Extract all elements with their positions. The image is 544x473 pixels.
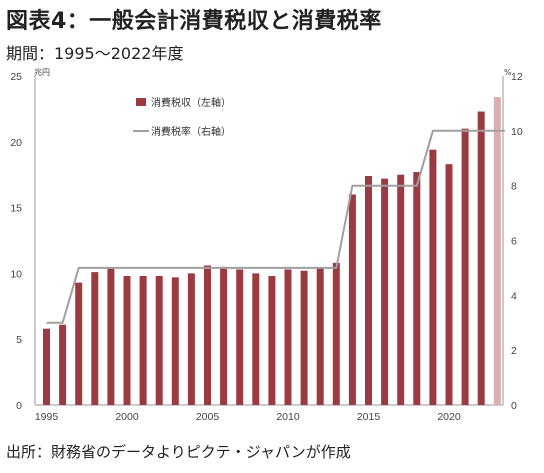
right-axis-tick-10: 10 (511, 126, 523, 138)
bar-2000 (123, 276, 131, 405)
right-axis-tick-12: 12 (511, 71, 523, 83)
bar-2021 (461, 128, 469, 405)
bar-2010 (284, 269, 292, 405)
left-axis-tick-15: 15 (10, 203, 22, 215)
right-axis-unit: % (504, 68, 512, 77)
right-axis-tick-6: 6 (511, 236, 517, 248)
bar-2022 (477, 111, 485, 406)
bar-2005 (204, 265, 211, 405)
x-axis-tick-1995: 1995 (35, 411, 59, 423)
chart-source: 出所：財務省のデータよりピクテ・ジャパンが作成 (6, 443, 351, 461)
bar-2009 (268, 276, 276, 405)
bar-2017 (397, 174, 405, 405)
bar-2002 (155, 276, 163, 405)
bar-2014 (348, 194, 356, 405)
bar-1997 (75, 282, 83, 405)
legend-swatch-revenue (136, 98, 146, 106)
bar-2006 (220, 266, 228, 405)
chart-title: 図表4：一般会計消費税収と消費税率 (6, 9, 382, 34)
tax-rate-line (46, 129, 505, 324)
bar-1995 (43, 328, 50, 405)
right-axis-tick-0: 0 (511, 400, 517, 412)
bar-2019 (429, 149, 437, 405)
bar-1998 (91, 272, 99, 405)
bar-2004 (187, 273, 195, 405)
left-axis-tick-25: 25 (10, 71, 22, 83)
x-axis-tick-2010: 2010 (276, 411, 300, 423)
left-axis-tick-0: 0 (16, 400, 22, 412)
right-axis-tick-2: 2 (511, 345, 517, 357)
bar-2023 (493, 97, 501, 405)
left-axis-tick-20: 20 (10, 137, 22, 149)
bar-2001 (139, 276, 147, 405)
left-axis-unit: 兆円 (34, 67, 50, 77)
bar-1996 (59, 324, 67, 405)
left-axis-tick-10: 10 (10, 268, 22, 280)
x-axis-tick-2015: 2015 (357, 411, 381, 423)
chart-legend: 消費税収（左軸） 消費税率（右軸） (133, 96, 231, 138)
bar-2020 (445, 164, 453, 405)
bar-2013 (332, 262, 340, 405)
bar-2015 (365, 176, 372, 405)
bar-2012 (316, 268, 324, 405)
right-axis-tick-4: 4 (511, 290, 517, 302)
legend-label-revenue: 消費税収（左軸） (151, 96, 231, 109)
right-axis-tick-8: 8 (511, 181, 517, 193)
bar-2011 (300, 270, 308, 405)
bar-1999 (107, 268, 115, 405)
bar-2003 (171, 277, 179, 405)
bar-2008 (252, 273, 260, 405)
chart-period: 期間：1995～2022年度 (6, 44, 184, 63)
x-axis-tick-2020: 2020 (437, 411, 461, 423)
legend-label-rate: 消費税率（右軸） (151, 125, 231, 138)
bar-2018 (413, 172, 421, 405)
left-axis-tick-5: 5 (16, 334, 22, 346)
x-axis-tick-2000: 2000 (115, 411, 139, 423)
bar-2016 (381, 178, 389, 405)
x-axis-tick-2005: 2005 (196, 411, 220, 423)
bar-2007 (236, 269, 244, 405)
